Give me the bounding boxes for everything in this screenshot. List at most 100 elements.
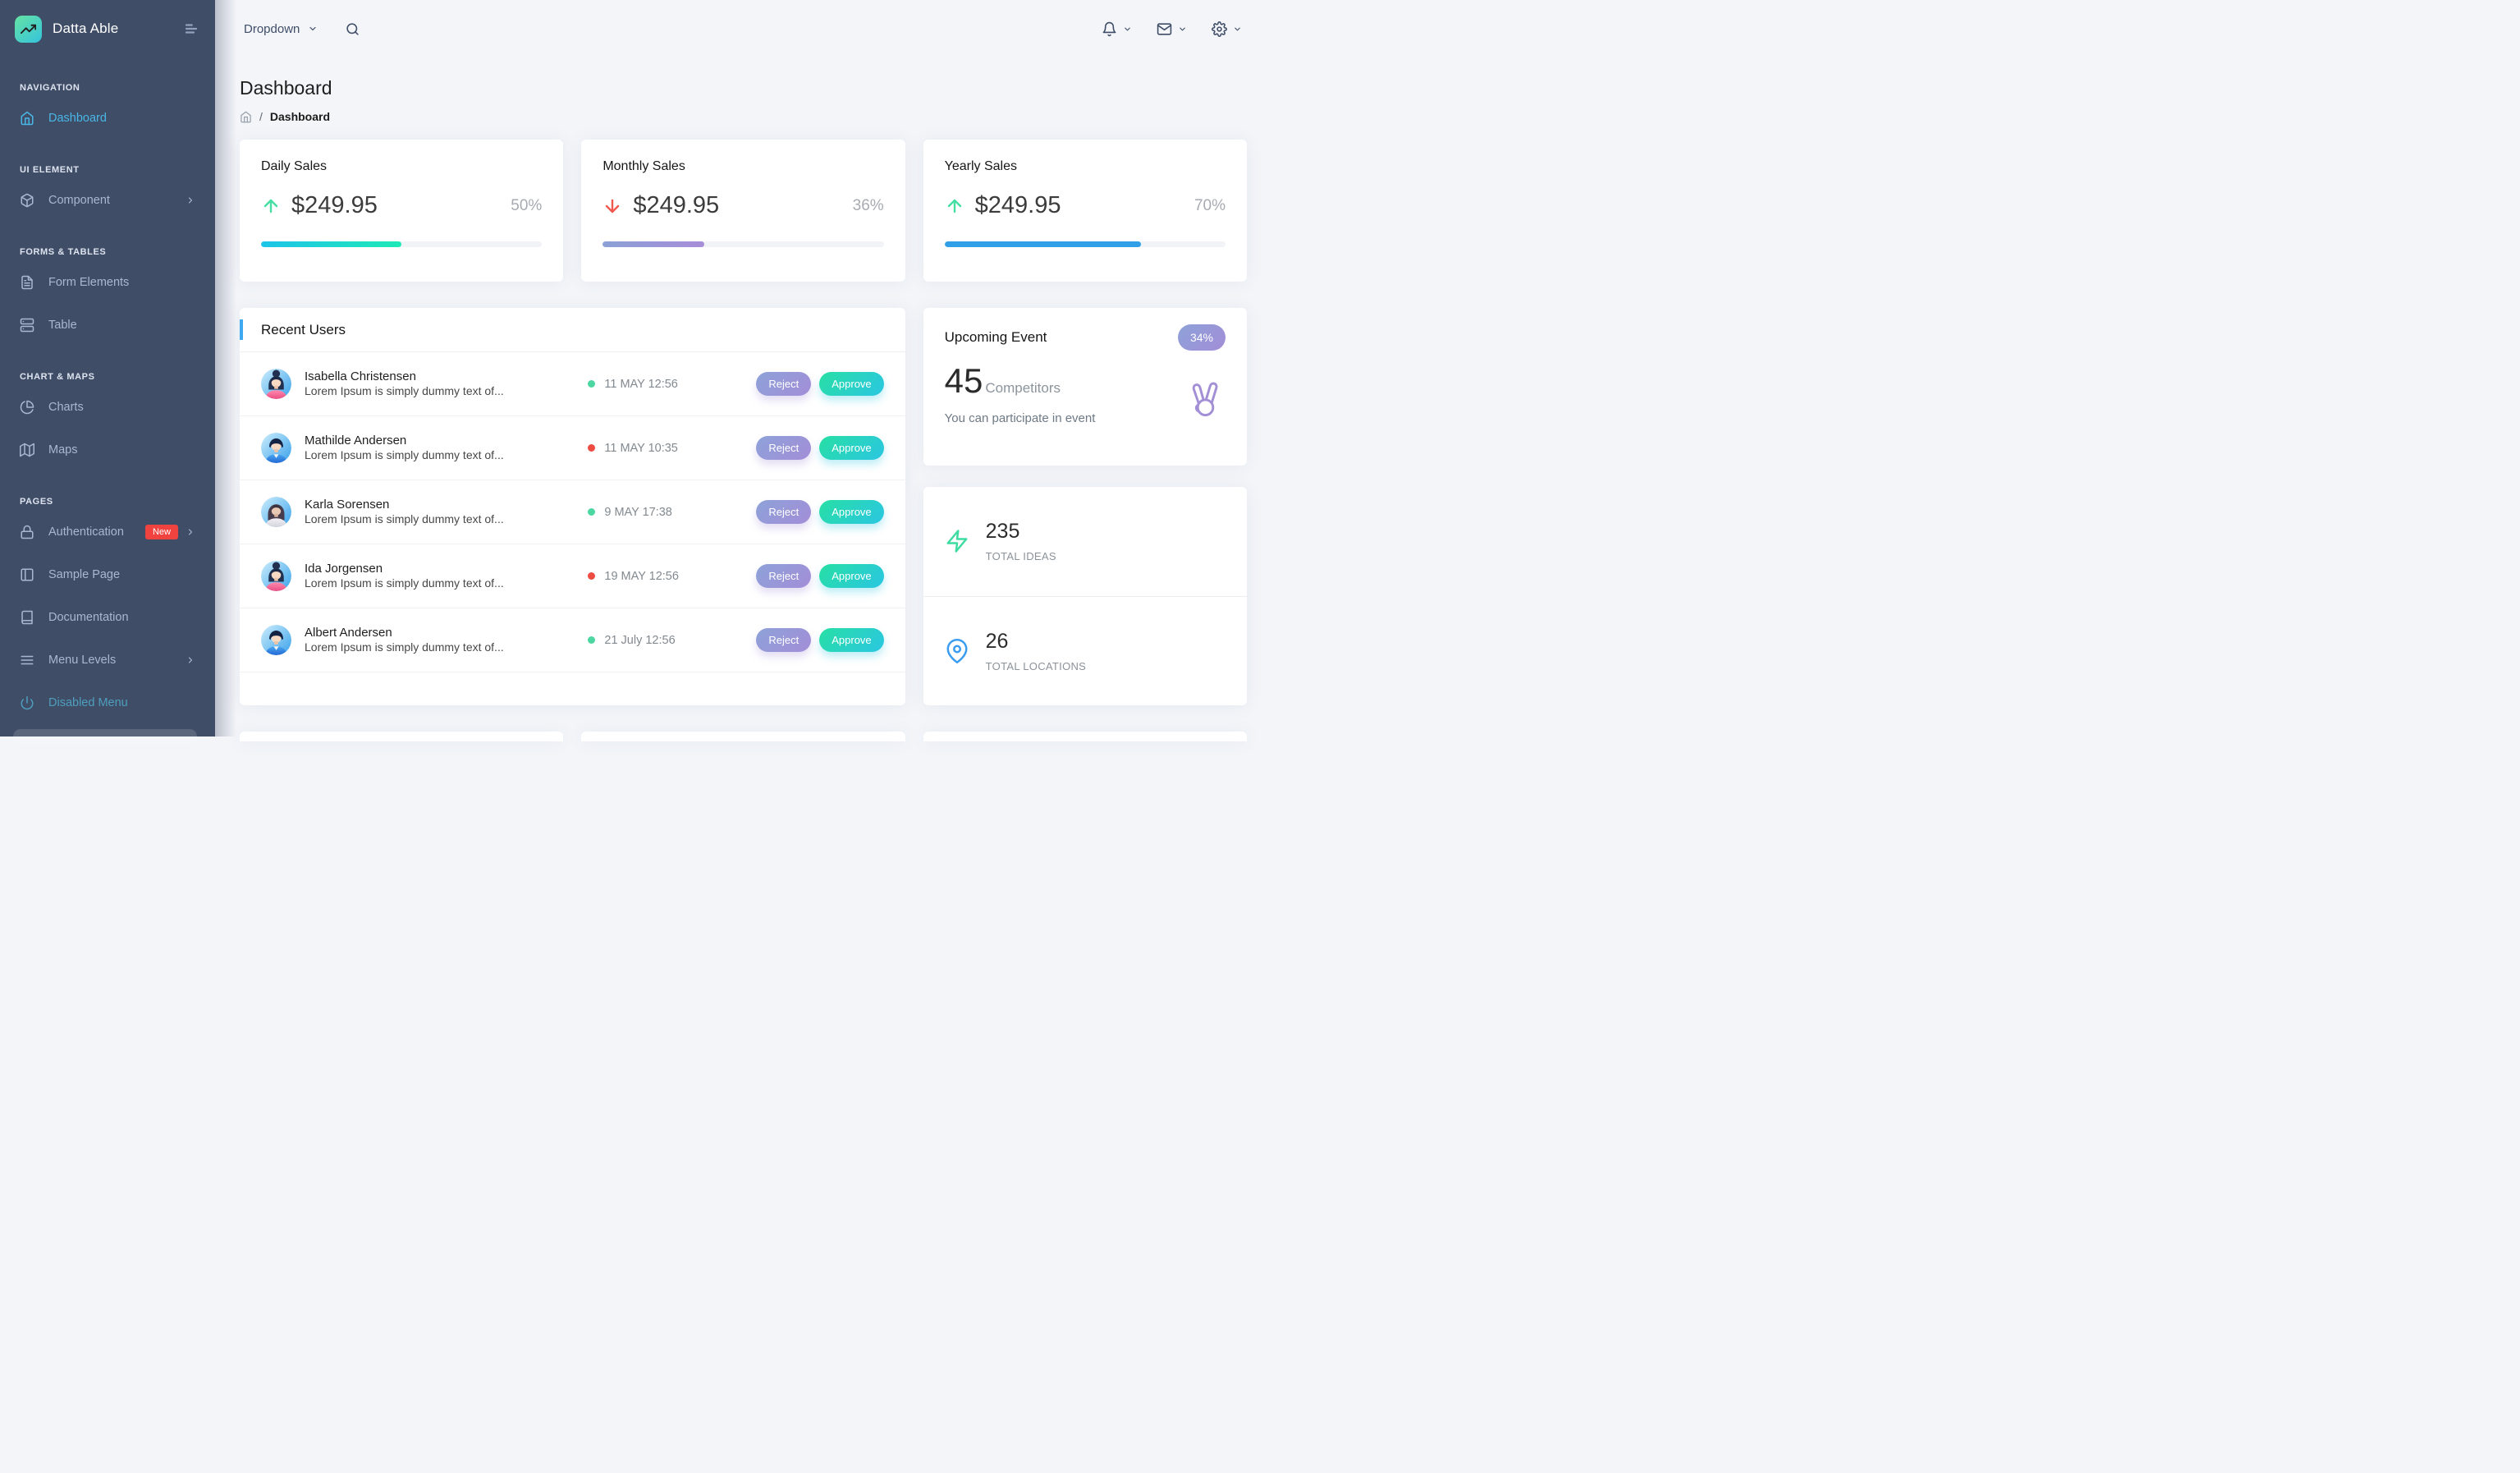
sidebar-item-form-elements[interactable]: Form Elements — [0, 261, 215, 304]
approve-button[interactable]: Approve — [819, 564, 884, 588]
sidebar-item-menu-levels[interactable]: Menu Levels — [0, 639, 215, 681]
search-icon[interactable] — [346, 22, 360, 36]
approve-button[interactable]: Approve — [819, 436, 884, 460]
sidebar-item-label: Form Elements — [48, 276, 130, 289]
card-stub — [240, 732, 564, 741]
sidebar-item-label: Dashboard — [48, 112, 107, 125]
topbar: Dropdown — [215, 0, 1260, 57]
notifications-menu[interactable] — [1102, 21, 1132, 37]
table-row: Ida Jorgensen Lorem Ipsum is simply dummy… — [240, 544, 905, 608]
arrow-down-icon — [603, 196, 622, 216]
sidebar-caption-navigation: NAVIGATION — [20, 83, 80, 93]
reject-button[interactable]: Reject — [756, 372, 812, 396]
card-title: Monthly Sales — [603, 159, 685, 173]
home-icon[interactable] — [240, 111, 252, 123]
sidebar-item-label: Disabled Menu — [48, 696, 128, 709]
sidebar-item-disabled-menu[interactable]: Disabled Menu — [0, 681, 215, 724]
table-row: Karla Sorensen Lorem Ipsum is simply dumm… — [240, 480, 905, 544]
sidebar-header: Datta Able — [0, 0, 215, 57]
victory-hand-icon — [1185, 379, 1224, 417]
stat-value: 235 — [985, 520, 1020, 544]
sidebar-item-charts[interactable]: Charts — [0, 386, 215, 429]
card-title: Yearly Sales — [944, 159, 1018, 173]
chevron-down-icon — [1233, 25, 1242, 34]
messages-menu[interactable] — [1157, 21, 1187, 37]
brand-logo-icon[interactable] — [15, 15, 42, 43]
totals-card: 235 TOTAL IDEAS 26 TOTAL LOCATIONS — [923, 487, 1247, 705]
card-stub — [581, 732, 905, 741]
reject-button[interactable]: Reject — [756, 500, 812, 524]
sales-amount: $249.95 — [633, 192, 720, 218]
breadcrumb-item[interactable]: Dashboard — [269, 110, 331, 123]
monthly-sales-card: Monthly Sales $249.95 36% — [581, 140, 905, 282]
event-note: You can participate in event — [944, 411, 1096, 425]
competitor-count: 45 — [944, 361, 983, 400]
reject-button[interactable]: Reject — [756, 628, 812, 652]
settings-menu[interactable] — [1212, 21, 1242, 37]
new-badge: New — [144, 525, 178, 539]
daily-sales-card: Daily Sales $249.95 50% — [240, 140, 564, 282]
layout-icon — [20, 567, 34, 582]
sidebar-item-table[interactable]: Table — [0, 304, 215, 346]
event-percent-badge: 34% — [1177, 324, 1226, 351]
topbar-dropdown[interactable]: Dropdown — [244, 22, 318, 36]
sidebar-item-dashboard[interactable]: Dashboard — [0, 97, 215, 140]
avatar — [261, 497, 291, 527]
sidebar-item-documentation[interactable]: Documentation — [0, 596, 215, 639]
sidebar-item-label: Charts — [48, 401, 84, 414]
approve-button[interactable]: Approve — [819, 500, 884, 524]
approve-button[interactable]: Approve — [819, 372, 884, 396]
sales-percent: 36% — [852, 196, 884, 214]
brand-name[interactable]: Datta Able — [53, 21, 119, 36]
zap-icon — [945, 529, 969, 553]
sidebar-user-card-stub — [13, 729, 197, 744]
competitor-count-label: Competitors — [985, 380, 1061, 396]
card-title: Daily Sales — [261, 159, 328, 173]
user-date: 9 MAY 17:38 — [604, 505, 672, 519]
arrow-up-icon — [945, 196, 964, 216]
card-title: Upcoming Event — [944, 329, 1047, 345]
progress-bar — [944, 241, 1226, 247]
sidebar-item-sample-page[interactable]: Sample Page — [0, 553, 215, 596]
status-dot — [588, 572, 596, 580]
progress-bar — [261, 241, 543, 247]
sidebar-caption-forms-tables: FORMS & TABLES — [20, 247, 107, 257]
reject-button[interactable]: Reject — [756, 564, 812, 588]
arrow-up-icon — [261, 196, 281, 216]
progress-fill — [603, 241, 704, 247]
user-description: Lorem Ipsum is simply dummy text of... — [305, 640, 504, 654]
approve-button[interactable]: Approve — [819, 628, 884, 652]
user-date: 19 MAY 12:56 — [604, 569, 679, 583]
sales-cards-row: Daily Sales $249.95 50% Monthly Sales $2… — [240, 140, 1247, 282]
sidebar-item-component[interactable]: Component — [0, 179, 215, 222]
gear-icon — [1212, 21, 1227, 37]
chevron-right-icon — [186, 655, 195, 665]
chevron-right-icon — [186, 195, 195, 205]
chevron-down-icon — [1123, 25, 1132, 34]
stat-label: TOTAL LOCATIONS — [985, 659, 1087, 672]
stat-label: TOTAL IDEAS — [985, 550, 1056, 563]
map-pin-icon — [945, 639, 969, 663]
reject-button[interactable]: Reject — [756, 436, 812, 460]
main-row: Recent Users Isabella Christensen Lorem I… — [240, 308, 1247, 705]
power-icon — [20, 695, 34, 710]
user-date: 11 MAY 10:35 — [604, 441, 678, 455]
content: Dashboard / Dashboard Daily Sales $249.9… — [215, 57, 1260, 741]
sidebar-toggle-icon[interactable] — [182, 21, 200, 36]
book-icon — [20, 610, 34, 625]
user-name: Isabella Christensen — [305, 369, 416, 383]
stat-value: 26 — [985, 629, 1009, 653]
sidebar-item-label: Documentation — [48, 611, 129, 624]
avatar — [261, 433, 291, 463]
total-locations-row: 26 TOTAL LOCATIONS — [923, 597, 1247, 706]
recent-users-header: Recent Users — [240, 308, 905, 352]
bell-icon — [1102, 21, 1117, 37]
file-text-icon — [20, 275, 34, 290]
home-icon — [20, 111, 34, 126]
avatar — [261, 369, 291, 399]
sidebar-item-maps[interactable]: Maps — [0, 429, 215, 471]
status-dot — [588, 636, 596, 644]
sidebar-item-authentication[interactable]: Authentication New — [0, 511, 215, 553]
chevron-right-icon — [186, 527, 195, 537]
user-description: Lorem Ipsum is simply dummy text of... — [305, 447, 504, 461]
